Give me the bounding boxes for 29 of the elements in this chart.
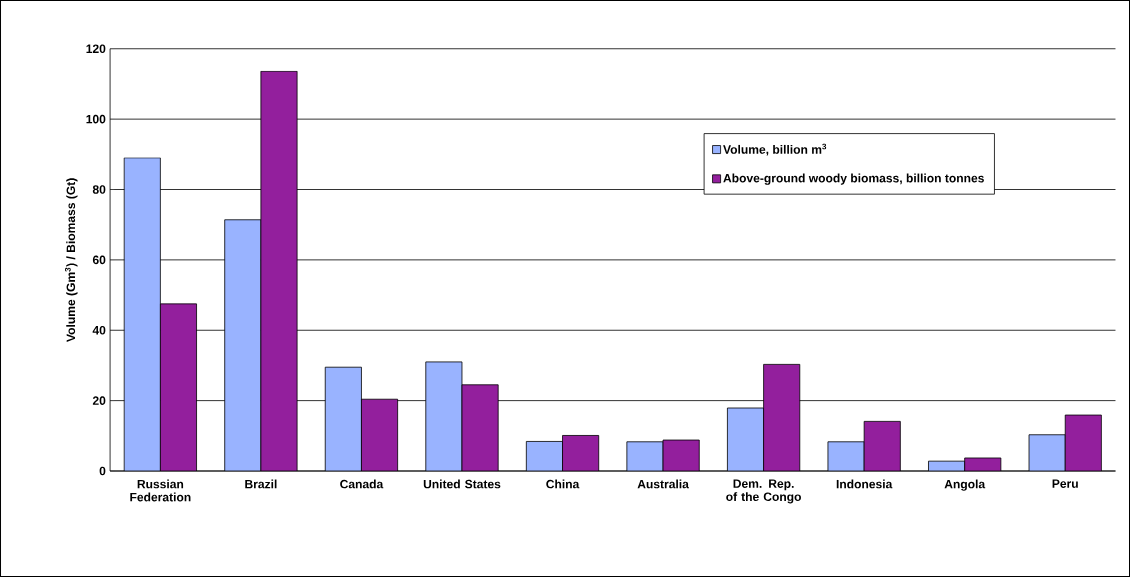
x-tick-label: Australia: [637, 479, 689, 489]
y-axis-title: Volume (Gm$^{3}$) / Biomass (Gt): [65, 178, 78, 342]
x-tick-label: Brazil: [245, 479, 277, 489]
y-tick-label: 80: [92, 185, 106, 194]
bar: [727, 407, 764, 471]
y-tick-label: 0: [99, 466, 106, 476]
y-tick-label: 120: [86, 44, 106, 53]
bar: [525, 441, 563, 471]
x-tick-label: China: [546, 479, 580, 489]
y-tick-label: 60: [92, 255, 106, 265]
x-tick-label: Canada: [340, 479, 384, 489]
legend-label: Above-ground woody biomass, billion tonnes: [723, 173, 984, 185]
bar: [324, 366, 362, 471]
x-tick-label: Peru: [1052, 479, 1078, 488]
x-tick-label: Russian Federation: [130, 479, 191, 502]
bar: [123, 157, 161, 471]
legend-label: Volume, billion m$^{3}$: [723, 143, 827, 156]
x-tick-label: United States: [423, 479, 501, 489]
y-tick-label: 20: [92, 396, 106, 405]
y-tick-label: 40: [92, 325, 106, 335]
x-tick-label: Indonesia: [836, 479, 893, 489]
bar: [827, 441, 865, 471]
bar: [425, 361, 463, 471]
x-tick-label: Dem. Rep. of the Congo: [726, 479, 801, 504]
bar: [626, 441, 664, 471]
bar: [224, 219, 262, 471]
y-tick-label: 100: [86, 114, 106, 124]
x-tick-label: Angola: [944, 479, 986, 491]
bar: [1028, 434, 1066, 471]
